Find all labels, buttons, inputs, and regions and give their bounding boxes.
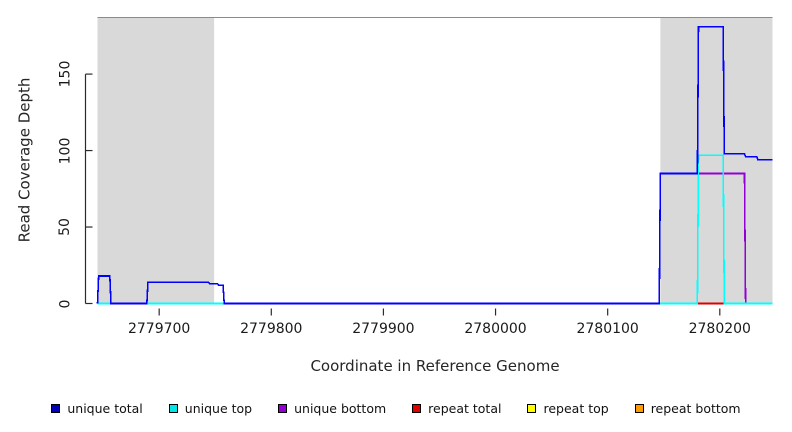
y-tick-label: 0: [56, 299, 73, 308]
legend-item[interactable]: unique top: [168, 400, 253, 416]
x-tick-label: 2779900: [352, 320, 415, 337]
legend-swatch-icon: [527, 403, 537, 413]
legend-label: unique total: [67, 400, 143, 416]
legend-swatch-icon: [634, 403, 644, 413]
x-axis-title: Coordinate in Reference Genome: [310, 357, 560, 375]
x-tick-label: 2779700: [127, 320, 191, 337]
repeat-region-left: [97, 17, 215, 304]
legend-label: repeat bottom: [650, 400, 741, 416]
legend-item[interactable]: unique bottom: [278, 401, 386, 416]
legend-label: repeat top: [543, 400, 609, 416]
series-line-unique-total: [96, 25, 773, 305]
legend-item[interactable]: unique total: [51, 400, 143, 416]
legend-label: repeat total: [428, 400, 502, 416]
legend-item[interactable]: repeat top: [527, 400, 609, 416]
legend-label: unique bottom: [294, 400, 387, 416]
y-tick-label: 50: [56, 218, 73, 236]
x-tick-label: 2780000: [464, 320, 527, 337]
repeat-region-right: [660, 17, 773, 304]
x-tick-label: 2780100: [576, 320, 639, 337]
x-tick-label: 2780200: [688, 320, 751, 337]
y-tick-label: 100: [56, 137, 73, 164]
chart-legend: unique total unique top unique bottom repea…: [0, 396, 792, 420]
legend-item[interactable]: repeat total: [412, 401, 501, 416]
legend-swatch-icon: [168, 403, 178, 413]
legend-swatch-icon: [51, 403, 61, 413]
legend-swatch-icon: [412, 403, 422, 413]
legend-item[interactable]: repeat bottom: [634, 400, 741, 416]
legend-swatch-icon: [278, 403, 288, 413]
legend-label: unique top: [184, 400, 253, 416]
x-tick-label: 2779800: [240, 320, 303, 337]
y-tick-label: 150: [56, 60, 73, 88]
